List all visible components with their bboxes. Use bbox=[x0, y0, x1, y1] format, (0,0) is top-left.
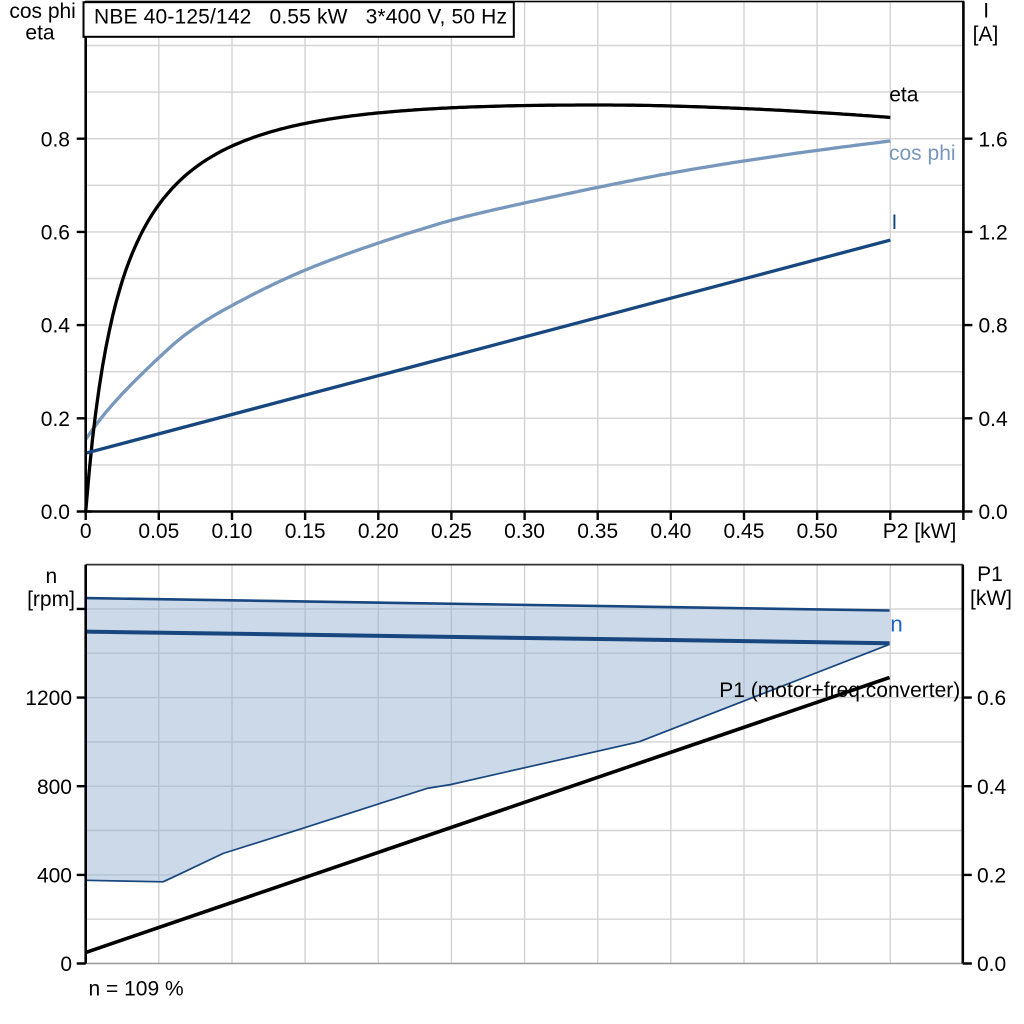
svg-text:[kW]: [kW] bbox=[970, 587, 1012, 610]
svg-text:1.2: 1.2 bbox=[979, 222, 1008, 245]
svg-text:0.4: 0.4 bbox=[977, 776, 1007, 799]
svg-text:0.50: 0.50 bbox=[797, 520, 838, 543]
svg-text:0.15: 0.15 bbox=[285, 520, 326, 543]
svg-text:eta: eta bbox=[889, 84, 919, 107]
svg-text:0.05: 0.05 bbox=[138, 520, 179, 543]
svg-text:0.6: 0.6 bbox=[41, 222, 70, 245]
svg-text:1200: 1200 bbox=[25, 687, 72, 710]
svg-text:[A]: [A] bbox=[973, 23, 999, 46]
svg-text:cos phi: cos phi bbox=[889, 142, 956, 165]
svg-text:0.2: 0.2 bbox=[977, 864, 1006, 887]
svg-text:n: n bbox=[45, 565, 57, 588]
svg-text:0.40: 0.40 bbox=[650, 520, 691, 543]
svg-text:[rpm]: [rpm] bbox=[27, 588, 75, 611]
svg-text:P1 (motor+freq.converter): P1 (motor+freq.converter) bbox=[719, 679, 960, 702]
svg-text:n = 109 %: n = 109 % bbox=[89, 978, 184, 1001]
svg-text:eta: eta bbox=[25, 22, 55, 45]
svg-text:I: I bbox=[983, 0, 989, 23]
svg-text:0.4: 0.4 bbox=[979, 408, 1009, 431]
svg-text:cos phi: cos phi bbox=[9, 0, 76, 23]
svg-text:800: 800 bbox=[37, 776, 72, 799]
svg-text:P2 [kW]: P2 [kW] bbox=[883, 520, 957, 543]
svg-text:0.8: 0.8 bbox=[41, 128, 70, 151]
svg-text:0: 0 bbox=[60, 953, 72, 976]
svg-text:0.0: 0.0 bbox=[977, 953, 1006, 976]
svg-text:0: 0 bbox=[80, 520, 92, 543]
svg-text:0.0: 0.0 bbox=[979, 501, 1008, 524]
svg-text:0.0: 0.0 bbox=[41, 501, 70, 524]
svg-text:0.35: 0.35 bbox=[577, 520, 618, 543]
svg-text:400: 400 bbox=[37, 864, 72, 887]
svg-text:0.10: 0.10 bbox=[212, 520, 253, 543]
svg-text:NBE 40-125/142 0.55 kW 3*4: NBE 40-125/142 0.55 kW 3*400 V, 50 Hz bbox=[94, 6, 507, 29]
svg-text:0.4: 0.4 bbox=[41, 315, 71, 338]
svg-text:0.6: 0.6 bbox=[977, 687, 1006, 710]
svg-text:P1: P1 bbox=[977, 563, 1003, 586]
svg-text:0.25: 0.25 bbox=[431, 520, 472, 543]
svg-text:0.20: 0.20 bbox=[358, 520, 399, 543]
svg-text:1.6: 1.6 bbox=[979, 128, 1008, 151]
svg-text:I: I bbox=[892, 211, 898, 234]
svg-text:0.45: 0.45 bbox=[724, 520, 765, 543]
svg-text:0.2: 0.2 bbox=[41, 408, 70, 431]
svg-text:0.8: 0.8 bbox=[979, 315, 1008, 338]
svg-text:0.30: 0.30 bbox=[504, 520, 545, 543]
svg-text:n: n bbox=[890, 611, 903, 636]
